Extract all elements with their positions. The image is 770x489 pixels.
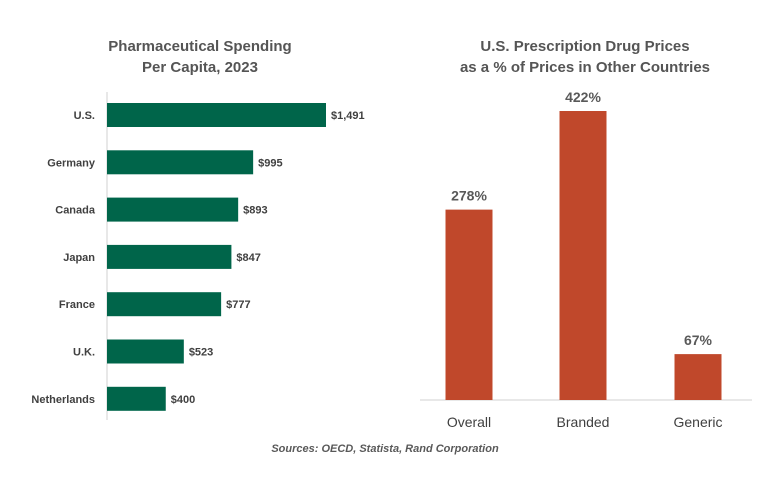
source-note: Sources: OECD, Statista, Rand Corporatio… [271, 443, 499, 455]
right-chart-title: U.S. Prescription Drug Prices as a % of … [420, 36, 750, 78]
data-label: $995 [258, 157, 282, 169]
category-label: Japan [63, 252, 95, 264]
category-label: U.K. [73, 347, 95, 359]
bar-us [107, 103, 326, 127]
left-chart-title-line-1: Pharmaceutical Spending [108, 38, 292, 55]
category-label: France [59, 299, 95, 311]
category-label: Generic [673, 414, 722, 430]
bar-germany [107, 150, 254, 175]
right-chart-title-line-1: U.S. Prescription Drug Prices [480, 38, 690, 55]
category-label: Overall [447, 414, 491, 430]
category-label: Canada [55, 205, 96, 217]
data-label: 67% [684, 332, 713, 348]
data-label: 422% [565, 89, 601, 105]
bar-canada [107, 197, 239, 222]
bar-france [107, 292, 222, 317]
data-label: $400 [171, 394, 195, 406]
left-chart-title: Pharmaceutical Spending Per Capita, 2023 [70, 36, 330, 78]
data-label: $777 [226, 299, 250, 311]
category-label: Germany [47, 157, 96, 169]
bar-overall [445, 209, 493, 400]
category-label: U.S. [74, 110, 95, 122]
right-chart-title-line-2: as a % of Prices in Other Countries [459, 59, 711, 76]
data-label: $1,491 [331, 110, 365, 122]
bar-generic [674, 354, 722, 400]
data-label: $893 [243, 205, 267, 217]
category-label: Branded [557, 414, 610, 430]
data-label: $523 [189, 347, 213, 359]
data-label: $847 [236, 252, 260, 264]
data-label: 278% [451, 188, 487, 204]
bar-japan [107, 244, 232, 269]
bar-netherlands [107, 386, 166, 411]
bar-uk [107, 339, 184, 364]
left-chart-title-line-2: Per Capita, 2023 [142, 59, 258, 76]
category-label: Netherlands [31, 394, 95, 406]
bar-branded [559, 111, 607, 400]
